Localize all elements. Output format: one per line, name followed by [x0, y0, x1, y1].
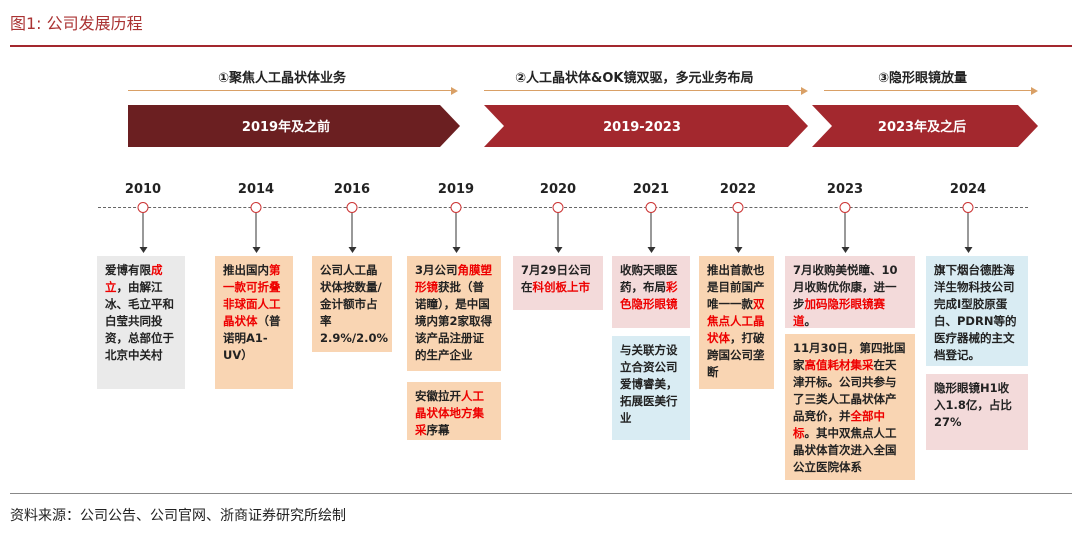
event-card-2019-a: 3月公司角膜塑形镜获批（普诺瞳），是中国境内第2家取得该产品注册证的生产企业: [407, 256, 501, 371]
year-2024: 2024: [949, 182, 987, 197]
source-note: 资料来源：公司公告、公司官网、浙商证券研究所绘制: [10, 508, 346, 524]
chevron-phase-3: [812, 105, 1038, 147]
phase-3-arrow: [824, 87, 1038, 95]
year-2016: 2016: [333, 182, 371, 197]
timeline-dot: [732, 202, 744, 213]
event-card-2020: 7月29日公司在科创板上市: [513, 256, 603, 310]
timeline-dot: [839, 202, 851, 213]
event-card-2024-b: 隐形眼镜H1收入1.8亿，占比27%: [926, 374, 1028, 450]
connector-arrow: [252, 213, 261, 253]
phase-1-arrow: [128, 87, 458, 95]
connector-arrow: [734, 213, 743, 253]
phase-1-label: ①聚焦人工晶状体业务: [218, 71, 347, 86]
year-2019: 2019: [437, 182, 475, 197]
top-rule: [10, 45, 1072, 47]
year-2021: 2021: [632, 182, 670, 197]
chevron-phase-2: [484, 105, 808, 147]
year-2020: 2020: [539, 182, 577, 197]
timeline-dot: [552, 202, 564, 213]
chevron-phase-1: [128, 105, 460, 147]
connector-arrow: [841, 213, 850, 253]
year-2023: 2023: [826, 182, 864, 197]
timeline-dot: [137, 202, 149, 213]
connector-arrow: [554, 213, 563, 253]
timeline-dot: [962, 202, 974, 213]
event-card-2021-a: 收购天眼医药，布局彩色隐形眼镜: [612, 256, 690, 328]
timeline-dot: [250, 202, 262, 213]
event-card-2021-b: 与关联方设立合资公司爱博睿美，拓展医美行业: [612, 336, 690, 440]
connector-arrow: [348, 213, 357, 253]
event-card-2024-a: 旗下烟台德胜海洋生物科技公司完成I型胶原蛋白、PDRN等的医疗器械的主文档登记。: [926, 256, 1028, 366]
phase-3-label: ③隐形眼镜放量: [878, 71, 968, 86]
bottom-rule: [10, 493, 1072, 494]
year-2010: 2010: [124, 182, 162, 197]
event-card-2023-b: 11月30日，第四批国家高值耗材集采在天津开标。公司共参与了三类人工晶状体产品竞…: [785, 334, 915, 480]
chevron-phase-1-label: 2019年及之前: [242, 119, 330, 135]
chevron-phase-3-label: 2023年及之后: [878, 119, 966, 135]
chevron-phase-2-label: 2019-2023: [603, 120, 681, 135]
timeline-dot: [346, 202, 358, 213]
connector-arrow: [647, 213, 656, 253]
year-2014: 2014: [237, 182, 275, 197]
timeline-dot: [645, 202, 657, 213]
phase-chevrons: 2019年及之前 2019-2023 2023年及之后: [128, 105, 1038, 147]
phase-2-label: ②人工晶状体&OK镜双驱，多元业务布局: [515, 71, 754, 86]
event-card-2010: 爱博有限成立，由解江冰、毛立平和白莹共同投资，总部位于北京中关村: [97, 256, 185, 389]
phase-2-arrow: [484, 87, 808, 95]
timeline-dot: [450, 202, 462, 213]
year-2022: 2022: [719, 182, 757, 197]
event-card-2022: 推出首款也是目前国产唯一一款双焦点人工晶状体，打破跨国公司垄断: [699, 256, 774, 389]
connector-arrow: [452, 213, 461, 253]
event-card-2016: 公司人工晶状体按数量/金计额市占率2.9%/2.0%: [312, 256, 392, 352]
figure-title: 图1: 公司发展历程: [10, 14, 143, 33]
connector-arrow: [964, 213, 973, 253]
event-card-2023-a: 7月收购美悦瞳、10月收购优你康，进一步加码隐形眼镜赛道。: [785, 256, 915, 328]
event-card-2014: 推出国内第一款可折叠非球面人工晶状体（普诺明A1-UV）: [215, 256, 293, 389]
event-card-2019-b: 安徽拉开人工晶状体地方集采序幕: [407, 382, 501, 440]
connector-arrow: [139, 213, 148, 253]
